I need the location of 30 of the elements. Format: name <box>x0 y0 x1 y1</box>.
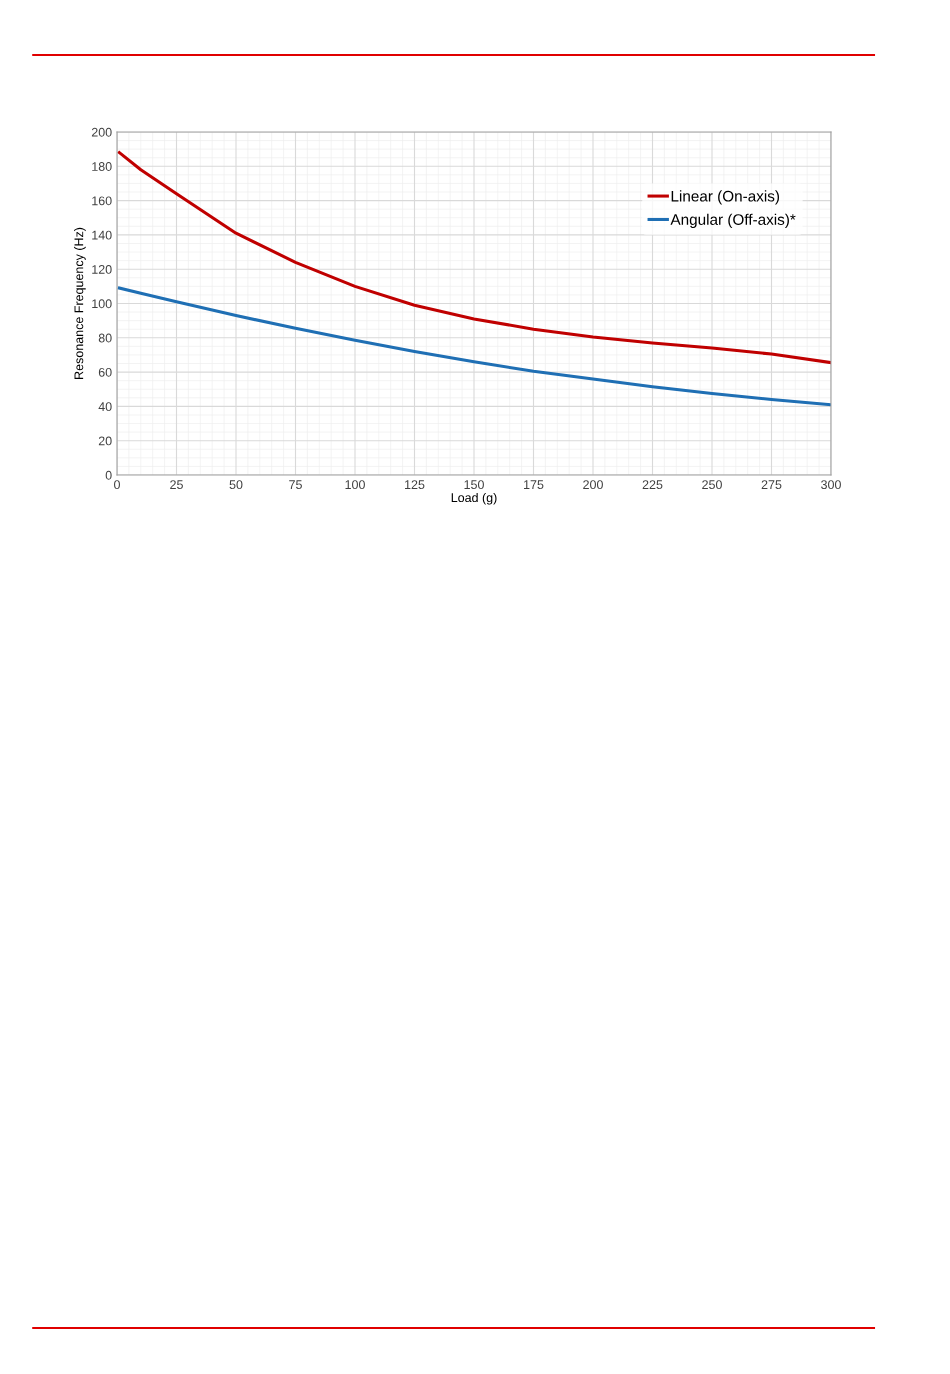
x-tick-label: 175 <box>524 480 544 490</box>
y-tick-label: 20 <box>98 436 112 446</box>
y-tick-label: 160 <box>92 196 112 206</box>
y-axis-title: Resonance Frequency (Hz) <box>74 227 86 379</box>
x-tick-label: 0 <box>114 480 120 490</box>
x-tick-label: 275 <box>761 480 782 490</box>
x-tick-label: 25 <box>170 480 183 490</box>
x-tick-label: 150 <box>464 480 484 490</box>
x-tick-label: 125 <box>405 480 425 490</box>
y-tick-label: 120 <box>92 265 112 274</box>
legend-label: Linear (On-axis) <box>671 190 780 205</box>
legend-label: Angular (Off-axis)* <box>670 213 796 228</box>
x-tick-label: 200 <box>583 480 603 490</box>
line-series <box>117 286 831 407</box>
y-tick-label: 180 <box>92 162 112 171</box>
x-tick-label: 225 <box>642 480 663 490</box>
y-tick-label: 80 <box>98 333 112 343</box>
x-tick-label: 300 <box>821 480 841 490</box>
y-tick-label: 200 <box>91 127 112 137</box>
y-tick-label: 0 <box>105 470 112 480</box>
x-axis-title: Load (g) <box>451 492 497 505</box>
x-tick-label: 50 <box>229 480 243 490</box>
y-tick-label: 60 <box>98 367 112 377</box>
y-tick-label: 140 <box>92 230 112 240</box>
y-tick-label: 40 <box>98 402 112 412</box>
y-tick-label: 100 <box>92 299 112 309</box>
x-tick-label: 100 <box>345 480 365 490</box>
line-series <box>117 151 831 365</box>
x-tick-label: 250 <box>702 480 722 490</box>
x-tick-label: 75 <box>289 480 302 490</box>
